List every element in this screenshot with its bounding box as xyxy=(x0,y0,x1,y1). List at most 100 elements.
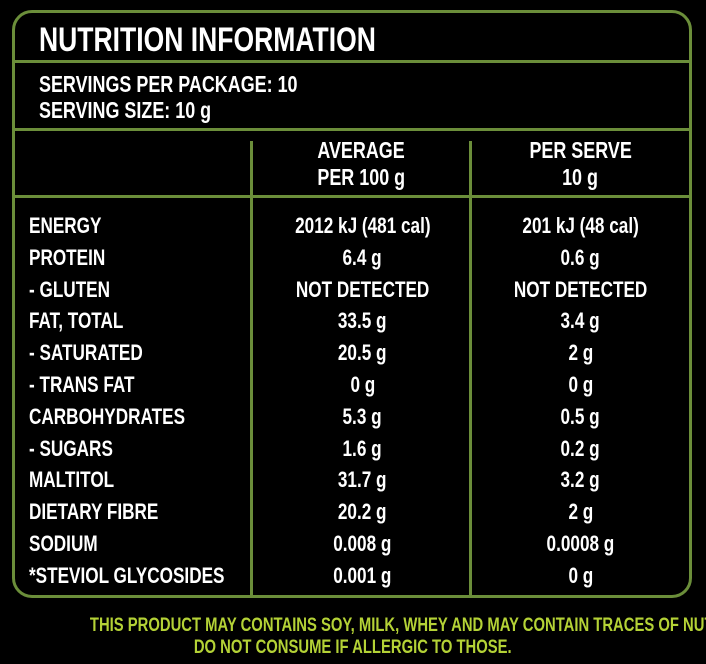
value-per-serve: 0 g xyxy=(472,369,689,401)
nutrient-name: - TRANS FAT xyxy=(29,369,164,401)
value-per-100g-text: 1.6 g xyxy=(342,435,383,461)
value-per-100g-text: 0.008 g xyxy=(333,531,392,556)
nutrient-name-text: - TRANS FAT xyxy=(29,372,135,397)
table-row: - SATURATED 20.5 g 2 g xyxy=(15,337,689,369)
value-per-100g: 2012 kJ (481 cal) xyxy=(253,210,472,242)
value-per-100g-text: 20.5 g xyxy=(338,340,387,366)
nutrient-name-text: PROTEIN xyxy=(29,244,106,270)
table-row: DIETARY FIBRE 20.2 g 2 g xyxy=(15,496,689,528)
value-per-serve: 0.2 g xyxy=(472,433,689,465)
nutrient-name: FAT, TOTAL xyxy=(29,305,150,337)
nutrient-name: ENERGY xyxy=(29,210,122,242)
value-per-serve: 2 g xyxy=(472,337,689,369)
value-per-serve: 201 kJ (48 cal) xyxy=(472,210,689,242)
table-row: ENERGY 2012 kJ (481 cal) 201 kJ (48 cal) xyxy=(15,210,689,242)
nutrient-name-text: - SATURATED xyxy=(29,340,143,366)
value-per-100g-text: NOT DETECTED xyxy=(295,276,430,302)
header-line: PER SERVE xyxy=(529,137,632,163)
value-per-100g: 0.008 g xyxy=(253,528,472,560)
value-per-100g: 31.7 g xyxy=(253,464,472,496)
table-row: - GLUTEN NOT DETECTED NOT DETECTED xyxy=(15,274,689,306)
value-per-serve: 0.5 g xyxy=(472,401,689,433)
nutrient-name: CARBOHYDRATES xyxy=(29,401,229,433)
value-per-100g: 1.6 g xyxy=(253,433,472,465)
servings-text: SERVINGS PER PACKAGE: 10 xyxy=(39,71,298,97)
nutrient-name-text: DIETARY FIBRE xyxy=(29,499,159,525)
value-per-serve-text: 201 kJ (48 cal) xyxy=(522,213,639,238)
value-per-serve-text: 2 g xyxy=(568,340,593,366)
table-row: - TRANS FAT 0 g 0 g xyxy=(15,369,689,401)
nutrient-name-text: FAT, TOTAL xyxy=(29,308,124,334)
nutrient-name-text: MALTITOL xyxy=(29,467,115,493)
value-per-100g-text: 0 g xyxy=(350,372,375,397)
nutrient-name: - GLUTEN xyxy=(29,274,133,306)
value-per-serve: 2 g xyxy=(472,496,689,528)
nutrient-name: PROTEIN xyxy=(29,242,127,274)
table-row: CARBOHYDRATES 5.3 g 0.5 g xyxy=(15,401,689,433)
value-per-100g: 5.3 g xyxy=(253,401,472,433)
value-per-serve: NOT DETECTED xyxy=(472,274,689,306)
allergen-warning: THIS PRODUCT MAY CONTAINS SOY, MILK, WHE… xyxy=(0,615,706,637)
nutrient-name-text: - GLUTEN xyxy=(29,276,111,302)
nutrient-name-text: CARBOHYDRATES xyxy=(29,403,186,429)
value-per-serve-text: 0 g xyxy=(568,372,593,397)
allergen-line: THIS PRODUCT MAY CONTAINS SOY, MILK, WHE… xyxy=(89,615,706,636)
table-row: FAT, TOTAL 33.5 g 3.4 g xyxy=(15,305,689,337)
nutrient-name-text: *STEVIOL GLYCOSIDES xyxy=(29,562,225,588)
value-per-100g: 20.5 g xyxy=(253,337,472,369)
panel-title: NUTRITION INFORMATION xyxy=(39,21,471,60)
value-per-serve-text: 3.2 g xyxy=(560,467,601,493)
column-divider xyxy=(250,141,253,595)
value-per-100g-text: 20.2 g xyxy=(338,499,387,525)
value-per-100g-text: 33.5 g xyxy=(338,308,387,334)
allergen-line: DO NOT CONSUME IF ALLERGIC TO THOSE. xyxy=(194,637,512,658)
divider xyxy=(15,195,689,198)
value-per-serve: 3.4 g xyxy=(472,305,689,337)
value-per-serve-text: 2 g xyxy=(568,499,593,525)
header-line: AVERAGE xyxy=(317,137,405,163)
value-per-serve-text: 0 g xyxy=(568,562,593,588)
nutrient-name-text: - SUGARS xyxy=(29,435,113,461)
value-per-100g: 6.4 g xyxy=(253,242,472,274)
table-row: PROTEIN 6.4 g 0.6 g xyxy=(15,242,689,274)
value-per-serve: 3.2 g xyxy=(472,464,689,496)
value-per-100g-text: 0.001 g xyxy=(333,562,392,588)
value-per-serve-text: 0.5 g xyxy=(560,403,601,429)
header-line: PER 100 g xyxy=(317,164,405,190)
value-per-serve: 0 g xyxy=(472,560,689,592)
value-per-serve-text: 0.0008 g xyxy=(546,531,615,556)
table-row: *STEVIOL GLYCOSIDES 0.001 g 0 g xyxy=(15,560,689,592)
value-per-100g-text: 6.4 g xyxy=(342,244,383,270)
value-per-serve-text: 0.6 g xyxy=(560,244,601,270)
value-per-100g-text: 5.3 g xyxy=(342,403,383,429)
value-per-100g-text: 31.7 g xyxy=(338,467,387,493)
column-header-per-100g: AVERAGE PER 100 g xyxy=(253,137,469,191)
nutrient-name: - SUGARS xyxy=(29,433,137,465)
header-line: 10 g xyxy=(562,164,599,190)
nutrient-name: MALTITOL xyxy=(29,464,138,496)
table-row: SODIUM 0.008 g 0.0008 g xyxy=(15,528,689,560)
value-per-100g-text: 2012 kJ (481 cal) xyxy=(294,213,431,238)
nutrient-name: - SATURATED xyxy=(29,337,175,369)
value-per-100g: NOT DETECTED xyxy=(253,274,472,306)
value-per-serve-text: NOT DETECTED xyxy=(513,276,648,302)
serving-size-text: SERVING SIZE: 10 g xyxy=(39,97,212,123)
value-per-100g: 0.001 g xyxy=(253,560,472,592)
column-header-per-serve: PER SERVE 10 g xyxy=(472,137,689,191)
allergen-advice: DO NOT CONSUME IF ALLERGIC TO THOSE. xyxy=(0,637,706,659)
nutrient-name: *STEVIOL GLYCOSIDES xyxy=(29,560,280,592)
table-row: MALTITOL 31.7 g 3.2 g xyxy=(15,464,689,496)
title-text: NUTRITION INFORMATION xyxy=(39,21,376,59)
value-per-serve-text: 3.4 g xyxy=(560,308,601,334)
value-per-100g: 0 g xyxy=(253,369,472,401)
servings-per-package: SERVINGS PER PACKAGE: 10 xyxy=(39,71,370,97)
value-per-100g: 33.5 g xyxy=(253,305,472,337)
column-divider xyxy=(469,141,472,595)
value-per-100g: 20.2 g xyxy=(253,496,472,528)
nutrient-name-text: SODIUM xyxy=(29,531,98,556)
nutrient-name: SODIUM xyxy=(29,528,117,560)
value-per-serve-text: 0.2 g xyxy=(560,435,601,461)
serving-size: SERVING SIZE: 10 g xyxy=(39,97,260,123)
divider xyxy=(15,60,689,63)
nutrition-panel: NUTRITION INFORMATION SERVINGS PER PACKA… xyxy=(12,10,692,598)
